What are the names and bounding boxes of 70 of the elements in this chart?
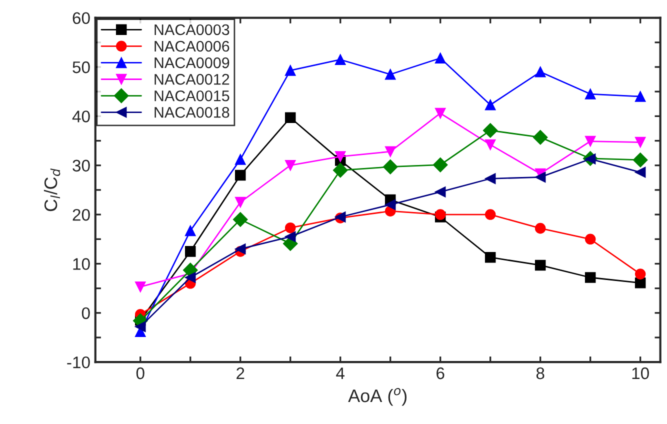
point: [584, 136, 596, 147]
point: [434, 52, 446, 64]
point: [584, 234, 596, 245]
legend-label: NACA0009: [154, 57, 230, 68]
point: [534, 222, 546, 234]
x-tick-label: 6: [436, 367, 444, 380]
y-tick-label: 30: [72, 160, 90, 172]
y-tick-label: 0: [82, 307, 90, 320]
point: [632, 152, 648, 168]
x-tick-label: 10: [632, 367, 649, 380]
point: [532, 130, 548, 145]
point: [334, 54, 346, 65]
point: [284, 222, 296, 234]
point: [284, 112, 296, 124]
point: [232, 212, 248, 227]
point: [534, 66, 546, 78]
y-tick-label: -10: [67, 356, 90, 368]
point: [284, 231, 296, 242]
point: [484, 252, 496, 263]
point: [384, 68, 396, 80]
point: [384, 199, 396, 210]
x-tick-label: 4: [336, 368, 345, 380]
point: [382, 159, 398, 174]
point: [234, 196, 246, 208]
point: [184, 246, 196, 257]
point: [432, 157, 448, 172]
y-tick-label: 50: [72, 61, 90, 74]
point: [634, 91, 646, 102]
x-tick-label: 0: [136, 367, 144, 380]
point: [434, 209, 446, 220]
point: [332, 162, 348, 178]
point: [534, 260, 546, 271]
y-tick-label: 20: [72, 208, 90, 221]
point: [434, 108, 446, 119]
point: [534, 172, 546, 183]
point: [134, 321, 146, 332]
point: [484, 99, 496, 110]
point: [334, 151, 346, 162]
y-tick-label: 10: [73, 258, 90, 270]
x-axis-title: AoA ($^{o}$): [348, 388, 407, 406]
point: [284, 160, 296, 171]
point: [484, 139, 496, 150]
legend-label: NACA0012: [154, 74, 230, 85]
legend-label: NACA0018: [154, 106, 230, 118]
point: [634, 278, 646, 288]
point: [234, 170, 246, 181]
legend-label: NACA0015: [154, 90, 230, 102]
point: [584, 88, 596, 100]
point: [584, 272, 596, 283]
point: [634, 166, 646, 178]
legend-label: NACA0006: [154, 40, 230, 52]
y-tick-label: 40: [72, 110, 90, 122]
y-axis-title: C$_{l}$/C$_{d}$: [44, 168, 60, 212]
point: [184, 272, 196, 283]
y-tick-label: 60: [72, 12, 90, 24]
point: [482, 123, 498, 138]
point: [384, 146, 396, 157]
point: [484, 209, 496, 220]
point: [234, 244, 246, 254]
legend-label: NACA0003: [154, 24, 230, 36]
point: [184, 225, 196, 236]
point: [634, 268, 646, 280]
point: [134, 281, 146, 292]
x-tick-label: 2: [236, 367, 244, 380]
point: [434, 186, 446, 198]
point: [634, 136, 646, 148]
point: [284, 65, 296, 76]
x-tick-label: 8: [536, 367, 544, 380]
point: [484, 173, 496, 184]
point: [234, 154, 246, 165]
